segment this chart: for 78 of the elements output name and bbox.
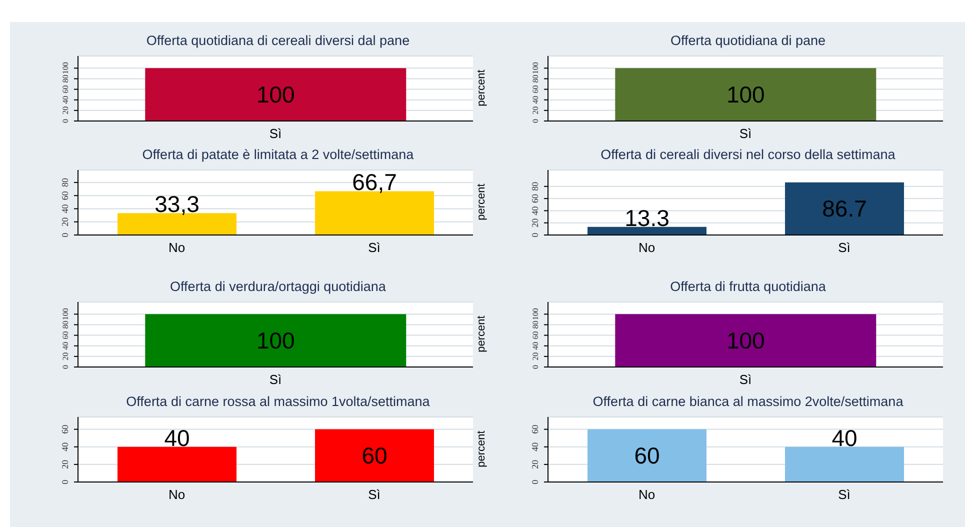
y-tick-label: 60 — [530, 194, 540, 204]
data-label: 60 — [634, 442, 660, 469]
y-tick-label: 60 — [531, 331, 540, 340]
y-axis-title: percent — [475, 315, 488, 352]
data-label: 100 — [256, 82, 295, 108]
y-tick-label: 0 — [60, 479, 70, 484]
x-tick-label: No — [168, 487, 186, 502]
data-label: 13.3 — [624, 204, 670, 231]
data-label: 66,7 — [352, 169, 397, 196]
y-tick-label: 80 — [61, 320, 70, 329]
y-tick-label: 40 — [60, 442, 70, 452]
data-label: 40 — [164, 424, 190, 451]
chart-title: Offerta di patate è limitata a 2 volte/settimana — [141, 147, 415, 164]
data-label: 40 — [832, 424, 858, 451]
chart-title: Offerta di frutta quotidiana — [669, 279, 827, 296]
y-tick-label: 0 — [531, 365, 540, 369]
x-tick-label: No — [638, 240, 656, 256]
y-tick-label: 0 — [530, 232, 540, 238]
y-tick-label: 100 — [531, 308, 540, 320]
y-tick-label: 20 — [60, 459, 70, 469]
y-tick-label: 0 — [530, 479, 540, 484]
y-axis-title: percent — [475, 69, 488, 106]
x-tick-label: Sì — [739, 372, 752, 388]
y-axis-title: percent — [475, 183, 488, 220]
x-tick-label: No — [168, 240, 186, 256]
y-tick-label: 40 — [61, 342, 70, 350]
y-tick-label: 0 — [60, 232, 70, 238]
y-tick-label: 100 — [61, 62, 70, 74]
y-tick-label: 20 — [531, 352, 540, 360]
x-tick-label: Sì — [269, 372, 282, 388]
y-tick-label: 60 — [530, 424, 540, 434]
y-tick-label: 100 — [531, 62, 540, 74]
x-tick-label: No — [638, 487, 656, 502]
y-tick-label: 20 — [530, 218, 540, 228]
data-label: 100 — [256, 328, 295, 354]
x-tick-label: Sì — [368, 487, 380, 502]
y-tick-label: 40 — [530, 442, 540, 452]
y-tick-label: 60 — [531, 85, 540, 94]
x-tick-label: Sì — [269, 126, 282, 142]
y-tick-label: 80 — [531, 320, 540, 329]
y-tick-label: 0 — [61, 119, 70, 123]
y-tick-label: 20 — [530, 459, 540, 469]
y-tick-label: 40 — [531, 96, 540, 104]
y-axis-title: percent — [475, 430, 488, 467]
y-tick-label: 80 — [531, 74, 540, 83]
y-tick-label: 80 — [530, 181, 540, 191]
y-tick-label: 20 — [60, 216, 70, 226]
data-label: 60 — [362, 442, 388, 469]
y-tick-label: 60 — [61, 331, 70, 340]
y-tick-label: 60 — [60, 424, 70, 434]
x-tick-label: Sì — [368, 240, 380, 256]
x-tick-label: Sì — [838, 487, 850, 502]
data-label: 33,3 — [154, 191, 200, 218]
data-label: 100 — [726, 328, 765, 354]
y-tick-label: 100 — [61, 308, 70, 320]
y-tick-label: 60 — [60, 190, 70, 200]
y-tick-label: 20 — [531, 106, 540, 114]
y-tick-label: 80 — [60, 177, 70, 187]
y-tick-label: 40 — [61, 96, 70, 104]
chart-title: Offerta quotidiana di cereali diversi dal pane — [145, 33, 411, 50]
y-tick-label: 20 — [61, 352, 70, 360]
chart-title: Offerta quotidiana di pane — [669, 33, 827, 50]
x-tick-label: Sì — [739, 126, 752, 142]
y-tick-label: 0 — [61, 365, 70, 369]
chart-title: Offerta di cereali diversi nel corso della settimana — [600, 147, 896, 164]
y-tick-label: 20 — [61, 106, 70, 114]
chart-title: Offerta di verdura/ortaggi quotidiana — [169, 279, 387, 296]
data-label: 100 — [726, 82, 765, 108]
y-tick-label: 0 — [531, 119, 540, 123]
y-tick-label: 40 — [60, 204, 70, 214]
y-tick-label: 40 — [531, 342, 540, 350]
y-tick-label: 60 — [61, 85, 70, 94]
x-tick-label: Sì — [838, 240, 850, 256]
data-label: 86.7 — [822, 196, 867, 222]
chart-title: Offerta di carne rossa al massimo 1volta/settimana — [125, 394, 431, 411]
chart-title: Offerta di carne bianca al massimo 2volte/settimana — [592, 394, 904, 411]
y-tick-label: 80 — [61, 74, 70, 83]
y-tick-label: 40 — [530, 206, 540, 216]
